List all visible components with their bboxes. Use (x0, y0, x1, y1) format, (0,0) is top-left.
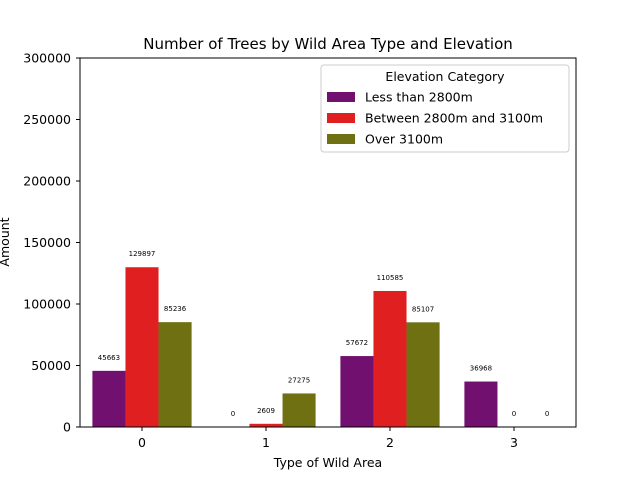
bar (92, 370, 126, 427)
data-label: 85107 (412, 305, 434, 313)
x-tick-label: 0 (138, 435, 146, 450)
legend-box (320, 64, 570, 153)
data-label: 85236 (164, 305, 187, 313)
y-tick-label: 50000 (31, 358, 71, 373)
bar (406, 322, 440, 427)
bar (158, 322, 192, 427)
data-label: 0 (545, 410, 549, 418)
bar (249, 423, 283, 427)
bar (282, 393, 316, 427)
chart-title: Number of Trees by Wild Area Type and El… (143, 35, 513, 53)
legend-items: Less than 2800m Between 2800m and 3100m Ov… (327, 90, 543, 147)
data-label: 2609 (257, 407, 275, 415)
y-tick-label: 100000 (23, 297, 71, 312)
legend: Elevation Category Less than 2800m Betwee… (320, 64, 570, 153)
data-label: 0 (512, 410, 516, 418)
y-axis-label: Amount (0, 217, 12, 266)
data-label: 45663 (98, 354, 120, 362)
x-axis-ticks: 0 1 2 3 (138, 427, 518, 450)
y-axis-ticks: 0 50000 100000 150000 200000 250000 300000 (23, 51, 80, 435)
data-label: 0 (231, 410, 235, 418)
legend-swatch (327, 134, 355, 144)
y-tick-label: 250000 (23, 112, 71, 127)
bars-layer (92, 267, 498, 427)
legend-swatch (327, 113, 355, 123)
data-labels-layer: 45663 0 57672 36968 129897 2609 110585 0 85236 27… (98, 250, 550, 418)
plot-frame (79, 57, 577, 428)
legend-title: Elevation Category (385, 69, 505, 84)
x-axis-label: Type of Wild Area (273, 455, 382, 470)
data-label: 57672 (346, 339, 368, 347)
bar (340, 356, 374, 427)
x-tick-label: 1 (262, 435, 270, 450)
bar (373, 290, 407, 427)
y-tick-label: 0 (63, 420, 71, 435)
legend-label: Less than 2800m (365, 90, 473, 105)
bar (125, 267, 159, 427)
data-label: 36968 (470, 365, 492, 373)
y-tick-label: 300000 (23, 51, 71, 66)
data-label: 27275 (288, 376, 310, 384)
data-label: 110585 (377, 274, 404, 282)
legend-label: Over 3100m (365, 132, 443, 147)
legend-label: Between 2800m and 3100m (365, 111, 543, 126)
y-tick-label: 200000 (23, 174, 71, 189)
x-tick-label: 2 (386, 435, 394, 450)
bar (464, 381, 498, 427)
x-tick-label: 3 (510, 435, 518, 450)
data-label: 129897 (129, 250, 156, 258)
legend-swatch (327, 92, 355, 102)
y-tick-label: 150000 (23, 235, 71, 250)
